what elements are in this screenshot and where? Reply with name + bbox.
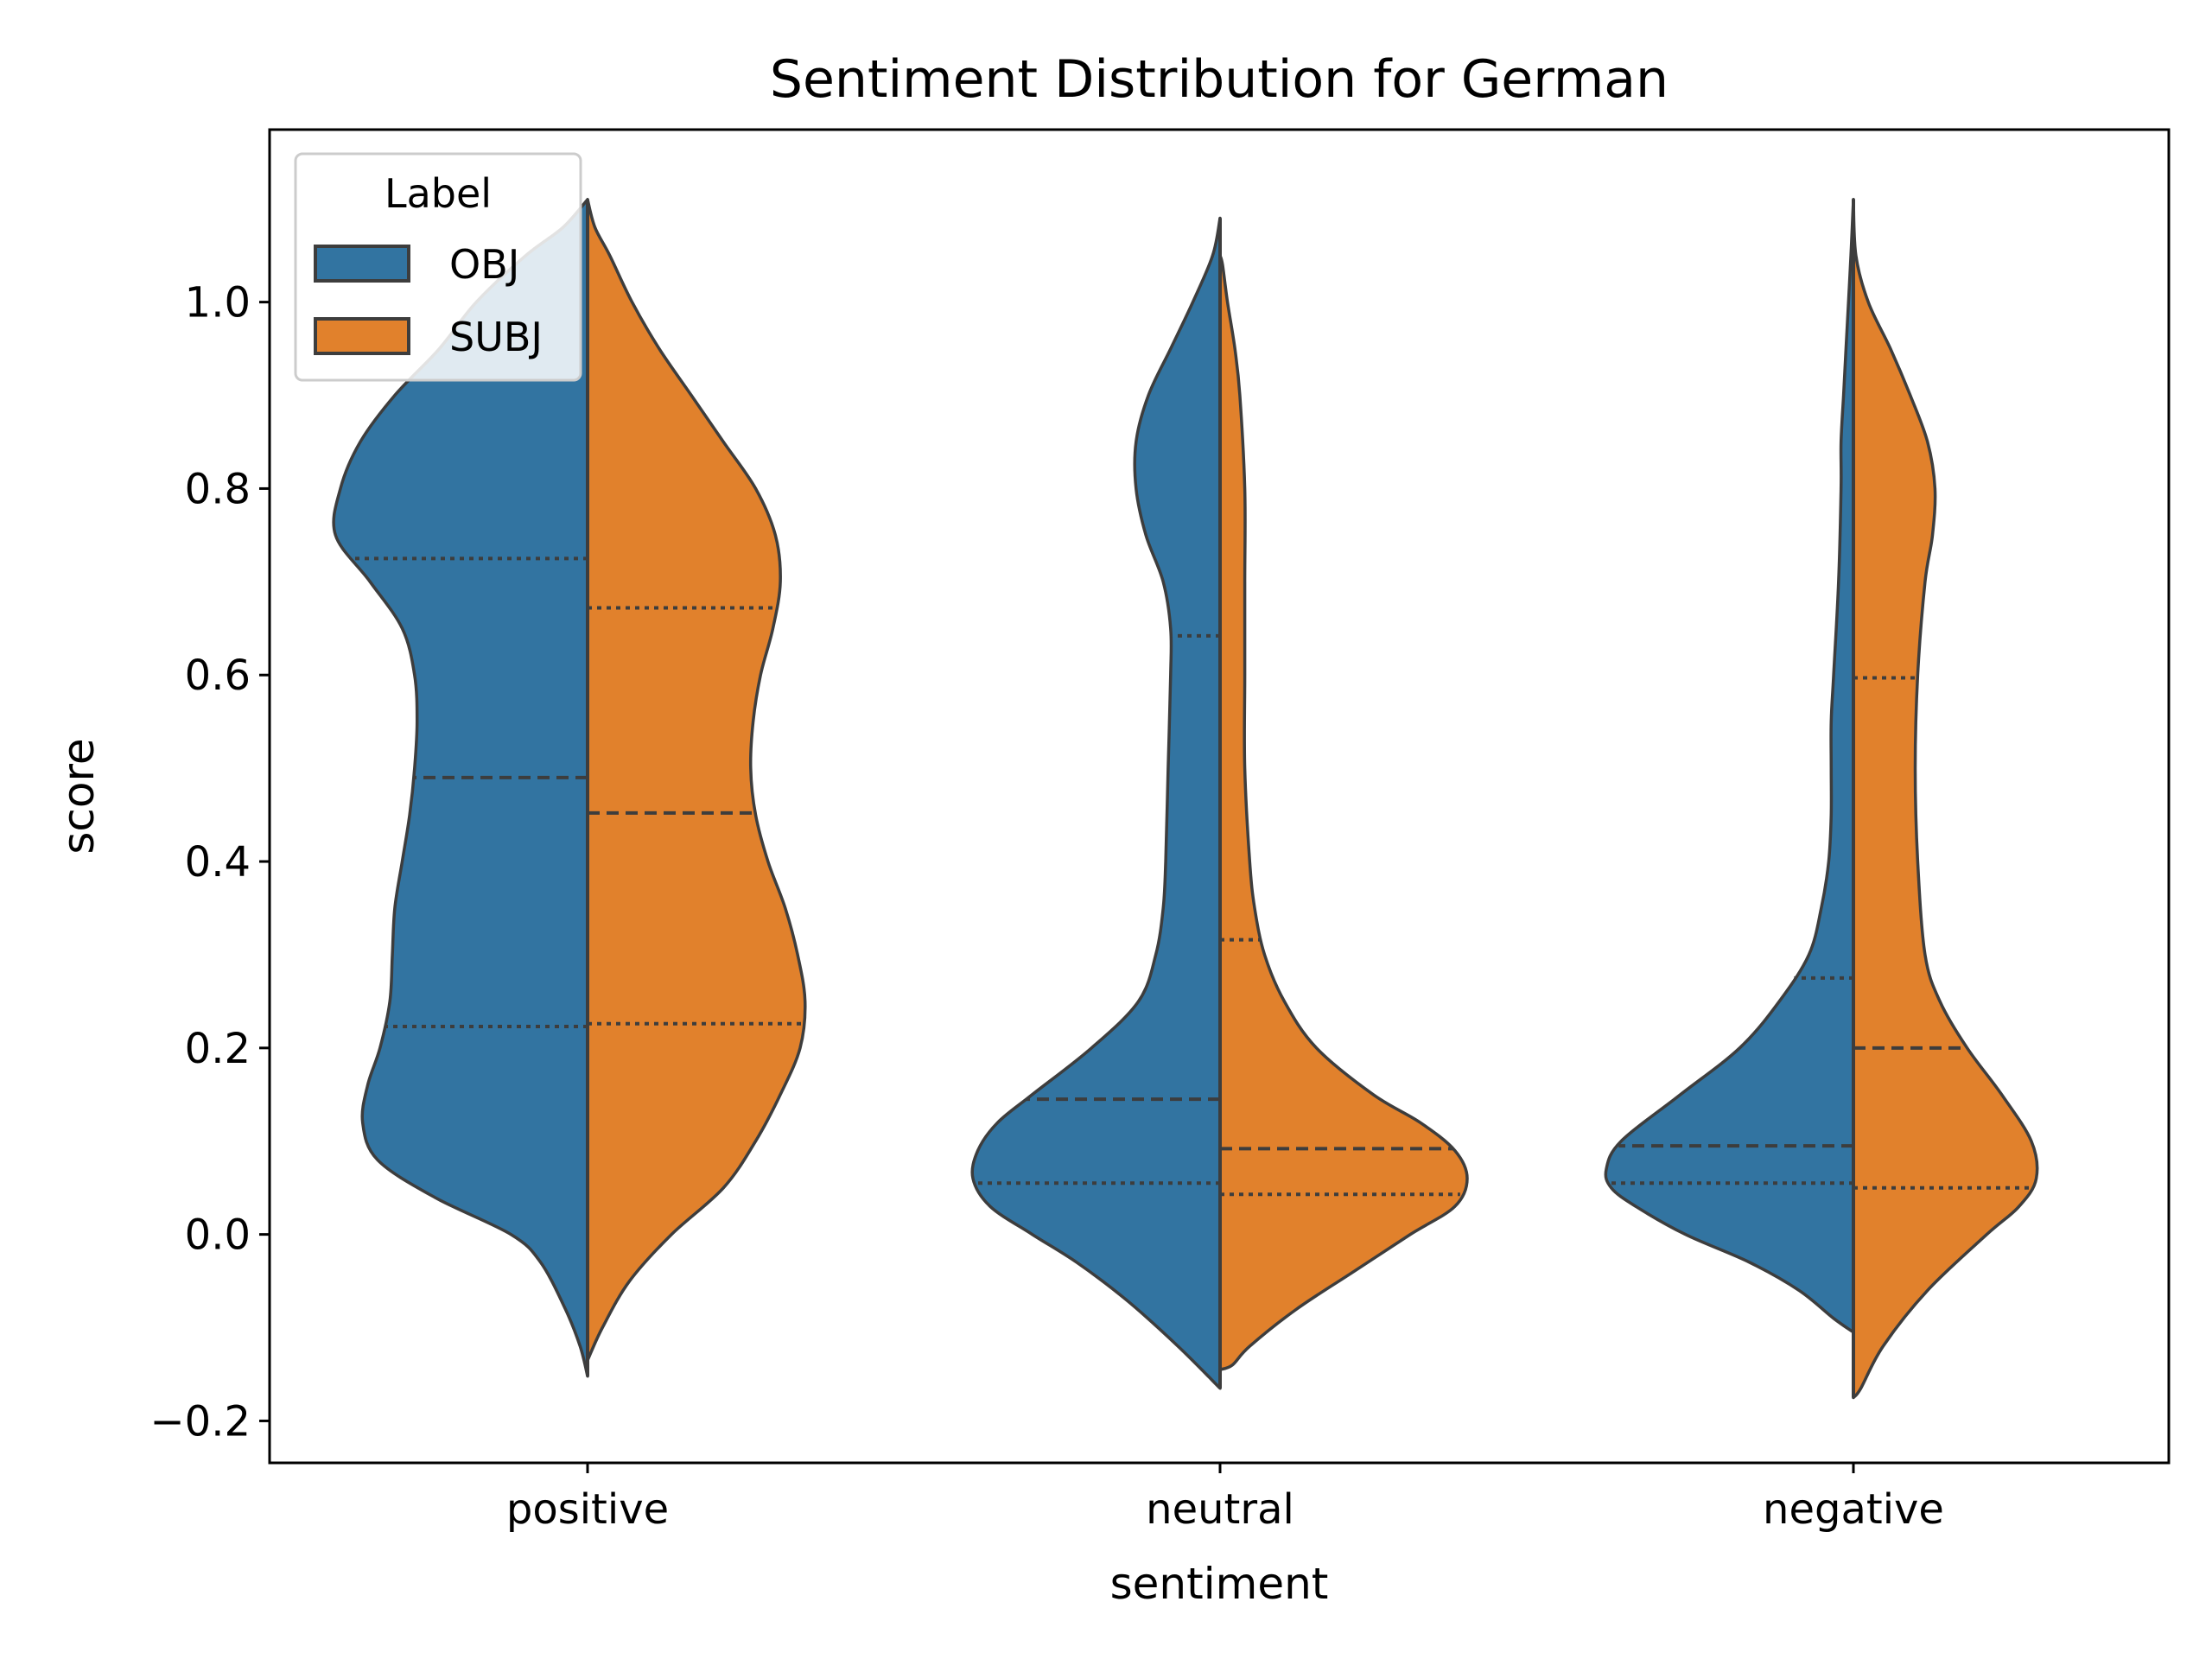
violin-negative-obj xyxy=(1604,198,1855,1334)
y-tick-label: 0.0 xyxy=(185,1211,251,1260)
legend-label-subj: SUBJ xyxy=(449,314,543,360)
y-tick-label: 0.4 xyxy=(185,838,251,887)
y-tick-label: 0.6 xyxy=(185,652,251,700)
legend-label-obj: OBJ xyxy=(449,241,519,288)
x-axis: positive neutral negative xyxy=(506,1463,1944,1534)
y-tick-label: 0.8 xyxy=(185,465,251,513)
y-axis: −0.2 0.0 0.2 0.4 0.6 0.8 1.0 xyxy=(149,279,270,1446)
y-axis-label: score xyxy=(54,738,104,854)
violin-center-lines xyxy=(586,199,1855,1398)
violin-neutral-subj xyxy=(1218,253,1469,1371)
violin-group xyxy=(332,198,2039,1400)
x-tick-label-positive: positive xyxy=(506,1485,669,1534)
legend-swatch-obj xyxy=(314,245,410,283)
violin-negative-subj xyxy=(1852,198,2039,1400)
violin-neutral-obj xyxy=(970,216,1222,1390)
chart-title: Sentiment Distribution for German xyxy=(770,49,1669,110)
quartile-lines xyxy=(353,556,2031,1197)
legend-swatch-subj xyxy=(314,317,410,355)
y-tick-label: −0.2 xyxy=(149,1397,251,1446)
y-tick-label: 1.0 xyxy=(185,279,251,327)
legend: Label OBJ SUBJ xyxy=(294,152,582,382)
y-tick-label: 0.2 xyxy=(185,1025,251,1073)
violin-positive-subj xyxy=(586,198,807,1363)
legend-title: Label xyxy=(385,170,492,217)
x-axis-label: sentiment xyxy=(1110,1559,1329,1609)
x-tick-label-neutral: neutral xyxy=(1146,1485,1294,1534)
x-tick-label-negative: negative xyxy=(1763,1485,1944,1534)
